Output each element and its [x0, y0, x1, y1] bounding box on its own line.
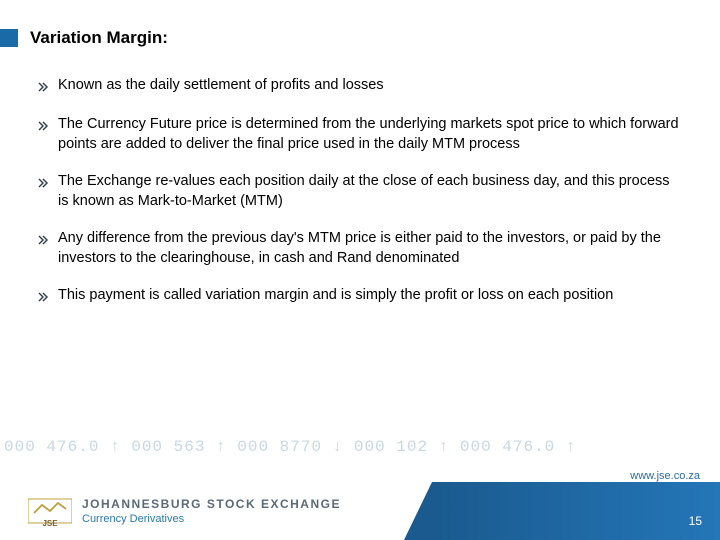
title-bar: Variation Margin: — [0, 28, 168, 48]
bullet-text: The Exchange re-values each position dai… — [58, 172, 682, 211]
title-marker-icon — [0, 29, 18, 47]
slide: Variation Margin: Known as the daily set… — [0, 0, 720, 540]
logo-text: JOHANNESBURG STOCK EXCHANGE Currency Der… — [82, 497, 341, 525]
chevron-right-icon — [38, 232, 48, 250]
jse-logo-icon: JSE — [28, 493, 72, 529]
page-number: 15 — [689, 514, 702, 528]
chevron-right-icon — [38, 289, 48, 307]
chevron-right-icon — [38, 79, 48, 97]
bullet-text: Known as the daily settlement of profits… — [58, 76, 384, 96]
list-item: The Exchange re-values each position dai… — [38, 172, 682, 211]
site-url: www.jse.co.za — [630, 470, 700, 482]
list-item: The Currency Future price is determined … — [38, 115, 682, 154]
footer-right: 15 — [432, 482, 720, 540]
logo-main-text: JOHANNESBURG STOCK EXCHANGE — [82, 497, 341, 511]
bullet-text: Any difference from the previous day's M… — [58, 229, 682, 268]
footer-left: JSE JOHANNESBURG STOCK EXCHANGE Currency… — [0, 482, 432, 540]
page-title: Variation Margin: — [30, 28, 168, 48]
chevron-right-icon — [38, 175, 48, 193]
bullet-text: This payment is called variation margin … — [58, 286, 613, 306]
chevron-right-icon — [38, 118, 48, 136]
bullet-text: The Currency Future price is determined … — [58, 115, 682, 154]
logo-sub-text: Currency Derivatives — [82, 513, 341, 525]
logo: JSE JOHANNESBURG STOCK EXCHANGE Currency… — [28, 493, 341, 529]
content-list: Known as the daily settlement of profits… — [38, 76, 682, 325]
logo-acronym: JSE — [42, 519, 58, 528]
list-item: Any difference from the previous day's M… — [38, 229, 682, 268]
ticker-strip: 000 476.0 ↑ 000 563 ↑ 000 8770 ↓ 000 102… — [0, 438, 720, 460]
footer: JSE JOHANNESBURG STOCK EXCHANGE Currency… — [0, 482, 720, 540]
list-item: Known as the daily settlement of profits… — [38, 76, 682, 97]
list-item: This payment is called variation margin … — [38, 286, 682, 307]
